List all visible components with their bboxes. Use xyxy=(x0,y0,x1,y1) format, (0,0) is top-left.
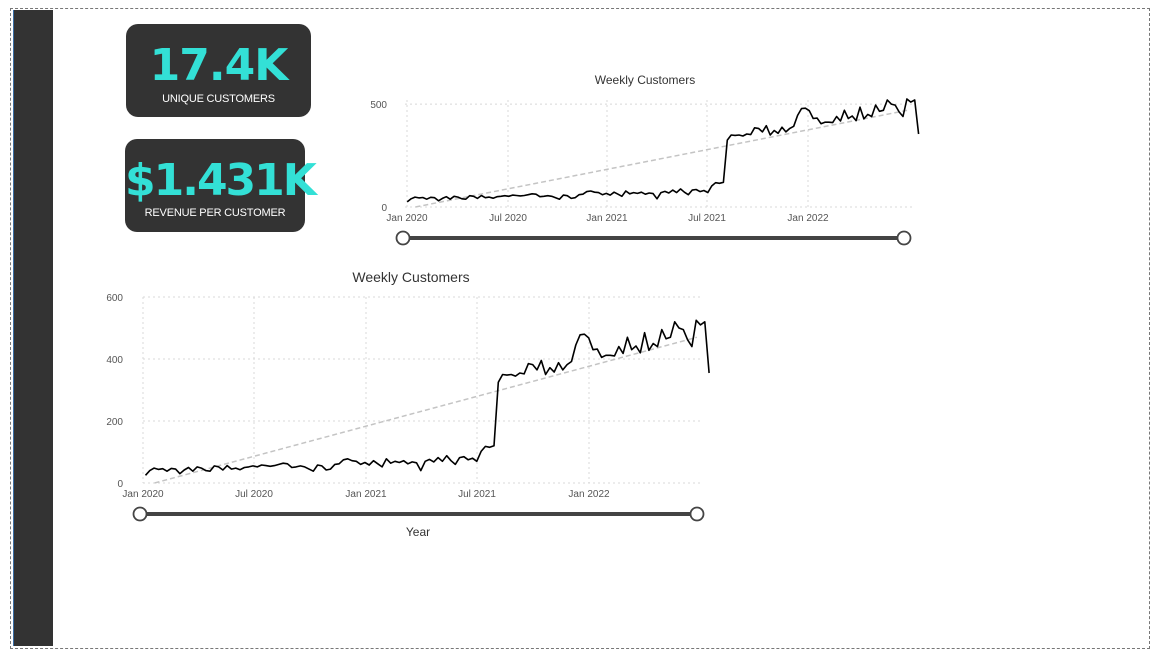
unique-customers-card[interactable]: 17.4K UNIQUE CUSTOMERS xyxy=(126,24,311,117)
x-tick-label: Jul 2021 xyxy=(458,489,496,500)
revenue-per-customer-value: $1.431K xyxy=(125,156,305,206)
y-tick-label: 600 xyxy=(106,293,123,304)
range-slider-end-handle[interactable] xyxy=(898,232,911,245)
series-line-weekly-customers xyxy=(146,320,710,475)
x-tick-label: Jan 2020 xyxy=(386,213,428,224)
x-tick-label: Jul 2020 xyxy=(489,213,527,224)
x-tick-label: Jan 2021 xyxy=(586,213,628,224)
y-tick-label: 200 xyxy=(106,417,123,428)
unique-customers-value: 17.4K xyxy=(126,41,311,91)
range-slider-end-handle[interactable] xyxy=(691,508,704,521)
range-slider-start-handle[interactable] xyxy=(134,508,147,521)
x-tick-label: Jul 2020 xyxy=(235,489,273,500)
x-tick-label: Jan 2022 xyxy=(568,489,610,500)
revenue-per-customer-card[interactable]: $1.431K REVENUE PER CUSTOMER xyxy=(125,139,305,232)
left-sidebar-panel xyxy=(13,10,53,646)
range-slider-start-handle[interactable] xyxy=(397,232,410,245)
x-tick-label: Jul 2021 xyxy=(688,213,726,224)
series-line-weekly-customers xyxy=(407,99,918,202)
x-tick-label: Jan 2022 xyxy=(787,213,829,224)
chart-title: Weekly Customers xyxy=(595,73,695,87)
x-tick-label: Jan 2021 xyxy=(345,489,387,500)
unique-customers-label: UNIQUE CUSTOMERS xyxy=(126,93,311,105)
chart-title: Weekly Customers xyxy=(352,269,469,285)
revenue-per-customer-label: REVENUE PER CUSTOMER xyxy=(125,207,305,219)
y-tick-label: 500 xyxy=(370,100,387,111)
x-axis-title: Year xyxy=(406,525,430,539)
y-tick-label: 400 xyxy=(106,355,123,366)
x-tick-label: Jan 2020 xyxy=(122,489,164,500)
